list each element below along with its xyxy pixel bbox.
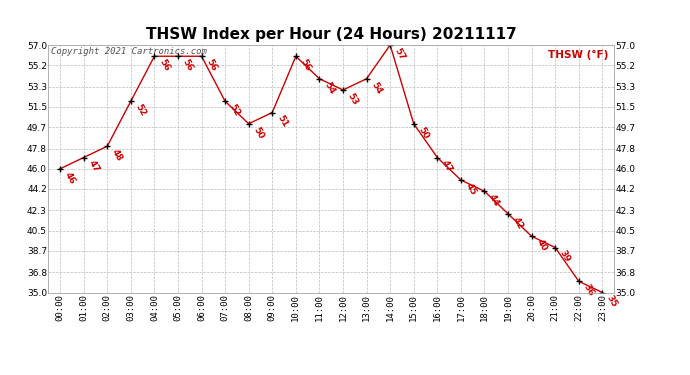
Text: 44: 44 (487, 193, 502, 208)
Text: 56: 56 (181, 58, 195, 73)
Text: 50: 50 (417, 125, 431, 140)
Text: 47: 47 (440, 159, 454, 174)
Text: 42: 42 (511, 215, 525, 231)
Text: 36: 36 (582, 283, 595, 298)
Text: 40: 40 (534, 238, 549, 253)
Text: THSW (°F): THSW (°F) (548, 50, 609, 60)
Text: 50: 50 (251, 125, 266, 140)
Text: Copyright 2021 Cartronics.com: Copyright 2021 Cartronics.com (51, 48, 207, 57)
Text: 47: 47 (86, 159, 101, 174)
Text: 51: 51 (275, 114, 289, 129)
Text: 56: 56 (299, 58, 313, 73)
Text: 52: 52 (134, 103, 148, 118)
Text: 57: 57 (393, 46, 407, 62)
Text: 56: 56 (157, 58, 171, 73)
Text: 39: 39 (558, 249, 572, 264)
Text: 56: 56 (204, 58, 218, 73)
Text: 53: 53 (346, 92, 359, 107)
Title: THSW Index per Hour (24 Hours) 20211117: THSW Index per Hour (24 Hours) 20211117 (146, 27, 517, 42)
Text: 46: 46 (63, 170, 77, 186)
Text: 35: 35 (605, 294, 619, 309)
Text: 54: 54 (369, 80, 384, 96)
Text: 45: 45 (464, 182, 477, 197)
Text: 52: 52 (228, 103, 242, 118)
Text: 54: 54 (322, 80, 336, 96)
Text: 48: 48 (110, 148, 124, 163)
